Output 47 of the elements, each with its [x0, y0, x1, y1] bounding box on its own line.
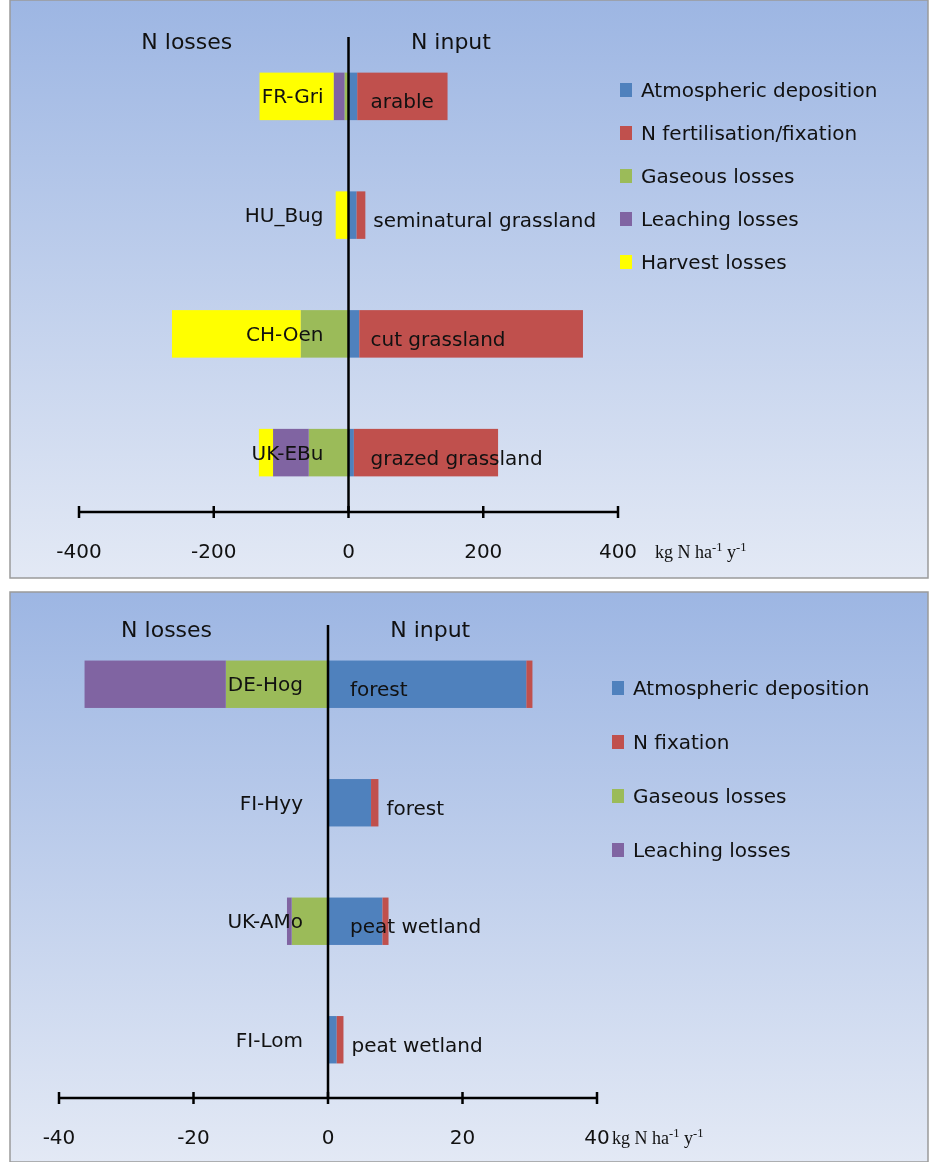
annotation: seminatural grassland: [373, 208, 597, 233]
annotation: peat wetland: [351, 1032, 483, 1057]
legend-label: Atmospheric deposition: [641, 78, 878, 102]
legend-label: Harvest losses: [641, 250, 787, 274]
bar: [328, 660, 527, 708]
legend-label: Leaching losses: [633, 838, 791, 862]
bar: [328, 779, 372, 827]
x-axis-title: kg N ha$^{-1}$ y$^{-1}$: [655, 540, 747, 562]
bar: [357, 72, 448, 121]
legend-label: N fixation: [633, 730, 730, 754]
x-tick-label: 40: [584, 1125, 610, 1149]
x-tick-label: 0: [342, 539, 355, 563]
annotation: N losses: [121, 617, 213, 642]
y-tick-label: FI-Lom: [235, 1027, 303, 1052]
x-tick-label: -20: [177, 1125, 210, 1149]
x-tick-label: 200: [464, 539, 503, 563]
y-tick-label: FI-Hyy: [239, 790, 304, 815]
x-tick-label: -40: [42, 1125, 76, 1149]
legend-label: Atmospheric deposition: [633, 676, 870, 700]
bar: [526, 660, 533, 708]
y-tick-label: CH-Oen: [246, 321, 324, 346]
x-tick-label: 400: [598, 539, 638, 563]
x-tick-label: -400: [56, 539, 102, 563]
x-tick-label: 20: [449, 1125, 476, 1149]
legend-label: N fertilisation/fixation: [641, 121, 858, 145]
legend-label: Gaseous losses: [633, 784, 787, 808]
annotation: N input: [410, 29, 492, 54]
legend-label: Gaseous losses: [641, 164, 795, 188]
annotation: N input: [390, 617, 471, 642]
annotation: forest: [386, 795, 445, 820]
annotation: arable: [370, 89, 434, 114]
annotation: N losses: [141, 29, 233, 54]
y-tick-label: HU_Bug: [244, 203, 324, 228]
x-axis-title: kg N ha$^{-1}$ y$^{-1}$: [612, 1126, 704, 1148]
legend-label: Leaching losses: [641, 207, 799, 231]
bar: [356, 191, 366, 239]
x-tick-label: -200: [191, 539, 237, 563]
bar: [371, 779, 379, 827]
bar: [328, 1016, 337, 1064]
y-tick-label: DE-Hog: [227, 672, 303, 697]
annotation: forest: [350, 677, 408, 702]
y-tick-label: FR-Gri: [261, 84, 324, 109]
bar: [359, 310, 583, 358]
bar: [84, 660, 226, 708]
bar: [333, 72, 345, 121]
x-tick-label: 0: [321, 1125, 335, 1149]
annotation: cut grassland: [370, 326, 506, 351]
